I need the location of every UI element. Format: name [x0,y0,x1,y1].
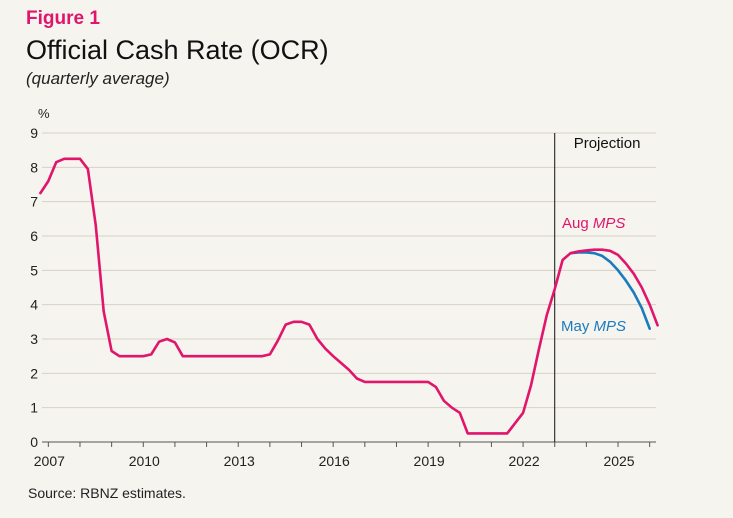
y-tick-label-7: 7 [30,194,38,210]
source-note: Source: RBNZ estimates. [28,485,186,501]
y-tick-label-0: 0 [30,434,38,450]
x-tick-label-2013: 2013 [224,453,255,469]
series-line-aug-mps [39,157,659,435]
x-tick-label-2016: 2016 [319,453,350,469]
y-tick-label-9: 9 [30,125,38,141]
y-tick-label-3: 3 [30,331,38,347]
y-tick-label-1: 1 [30,400,38,416]
figure-label: Figure 1 [26,8,100,29]
y-tick-label-5: 5 [30,262,38,278]
x-tick-label-2022: 2022 [508,453,539,469]
x-tick-label-2007: 2007 [34,453,65,469]
series-line-may-mps [569,251,651,330]
y-tick-label-8: 8 [30,159,38,175]
x-tick-label-2025: 2025 [603,453,634,469]
y-axis-unit-label: % [38,106,50,121]
y-tick-label-4: 4 [30,297,38,313]
projection-label: Projection [574,135,641,152]
series-label-may-mps: May MPS [561,318,626,335]
y-tick-label-2: 2 [30,365,38,381]
y-tick-label-6: 6 [30,228,38,244]
chart-title: Official Cash Rate (OCR) [26,35,329,65]
x-tick-label-2019: 2019 [414,453,445,469]
x-tick-label-2010: 2010 [129,453,160,469]
chart-subtitle: (quarterly average) [26,69,170,88]
series-label-aug-mps: Aug MPS [562,215,625,232]
